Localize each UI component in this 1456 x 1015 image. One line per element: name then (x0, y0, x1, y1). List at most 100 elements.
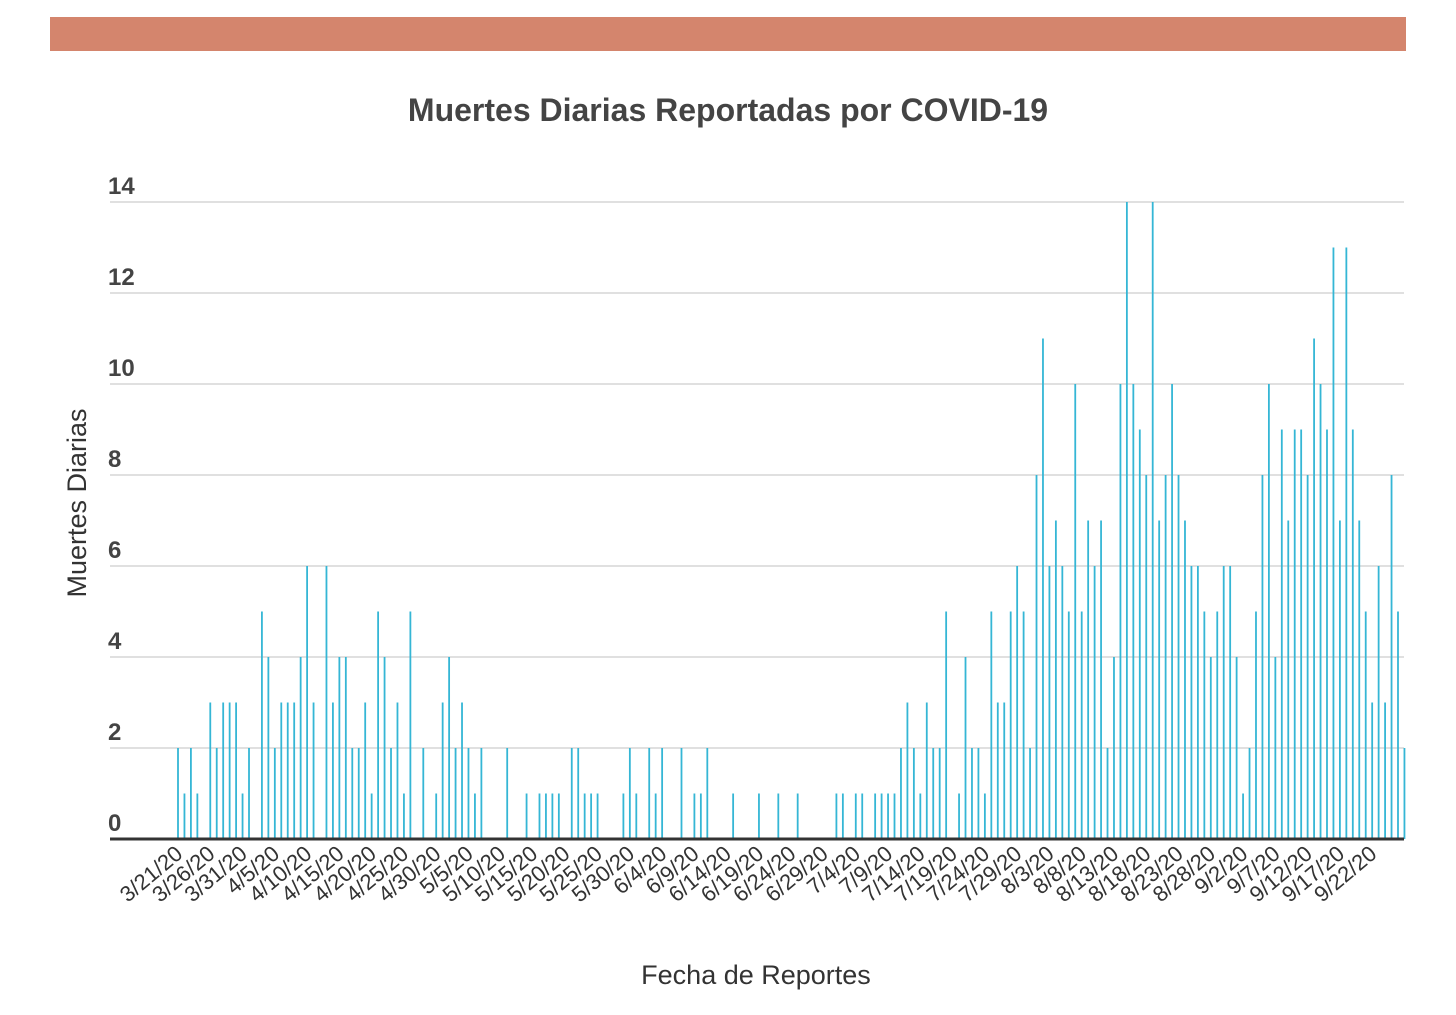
bar (325, 566, 328, 839)
bar (370, 793, 373, 839)
bar (1332, 247, 1335, 839)
bar (1280, 429, 1283, 839)
bar (1293, 429, 1296, 839)
bar (648, 748, 651, 839)
bar (474, 793, 476, 839)
bar (299, 657, 302, 839)
bar (1035, 475, 1038, 839)
bar (551, 793, 554, 839)
bar (854, 793, 857, 839)
bar (596, 793, 599, 839)
bar (900, 748, 902, 839)
bar (190, 748, 192, 839)
bar (1248, 748, 1251, 839)
bar (1267, 384, 1270, 839)
bar (835, 793, 838, 839)
bar (1048, 566, 1051, 839)
bar (1184, 520, 1186, 839)
y-tick-label: 12 (108, 264, 135, 291)
bar (1093, 566, 1096, 839)
bar (983, 793, 986, 839)
bar (177, 748, 179, 839)
bar (971, 748, 973, 839)
bar (1261, 475, 1264, 839)
bar (1313, 338, 1315, 839)
bar (1209, 657, 1212, 839)
bar (1042, 338, 1044, 839)
bar (344, 657, 347, 839)
bar (1403, 748, 1406, 839)
bar (1371, 702, 1374, 839)
bar (654, 793, 657, 839)
bar (1151, 202, 1154, 839)
bar (1138, 429, 1141, 839)
bar (932, 748, 935, 839)
bar (1358, 520, 1361, 839)
bar (286, 702, 289, 839)
bar (1145, 475, 1148, 839)
bar (680, 748, 683, 839)
bar (577, 748, 580, 839)
bar (383, 657, 386, 839)
bar (525, 793, 528, 839)
y-tick-label: 2 (108, 719, 121, 746)
bar (435, 793, 438, 839)
bar (1067, 611, 1070, 839)
bar (1177, 475, 1180, 839)
y-tick-label: 6 (108, 537, 121, 564)
bar (996, 702, 999, 839)
bar (1377, 566, 1380, 839)
bar (622, 793, 625, 839)
bar (661, 748, 664, 839)
bar (241, 793, 244, 839)
bar (228, 702, 231, 839)
bar (1074, 384, 1077, 839)
bar (506, 748, 509, 839)
bar (693, 793, 696, 839)
bar (874, 793, 877, 839)
bar (454, 748, 457, 839)
bar (448, 657, 451, 839)
bar (1100, 520, 1102, 839)
bar (1384, 702, 1386, 839)
bar (538, 793, 541, 839)
bar (248, 748, 250, 839)
bar (912, 748, 915, 839)
bar (267, 657, 270, 839)
bars (177, 202, 1406, 839)
bar (1255, 611, 1257, 839)
bar (1016, 566, 1019, 839)
bar (422, 748, 425, 839)
bar (1087, 520, 1090, 839)
bar (1222, 566, 1225, 839)
bar (777, 793, 780, 839)
bar (570, 748, 573, 839)
bar (1351, 429, 1354, 839)
bar (938, 748, 941, 839)
bar (209, 702, 212, 839)
bar (1080, 611, 1083, 839)
y-axis-ticks: 0 2 4 6 8 10 12 14 (108, 173, 135, 837)
bar (919, 793, 922, 839)
bar (357, 748, 360, 839)
bar (1009, 611, 1012, 839)
bar (1003, 702, 1006, 839)
bar (1113, 657, 1115, 839)
bar (312, 702, 315, 839)
bar (583, 793, 586, 839)
bar (261, 611, 263, 839)
bar (1306, 475, 1309, 839)
y-tick-label: 4 (108, 628, 122, 655)
bar (1029, 748, 1031, 839)
bar (1190, 566, 1193, 839)
bar (222, 702, 225, 839)
bar (235, 702, 237, 839)
bar (441, 702, 444, 839)
bar (332, 702, 334, 839)
bar (557, 793, 560, 839)
bar (1364, 611, 1367, 839)
bar (1326, 429, 1328, 839)
bar (196, 793, 199, 839)
bar (409, 611, 412, 839)
